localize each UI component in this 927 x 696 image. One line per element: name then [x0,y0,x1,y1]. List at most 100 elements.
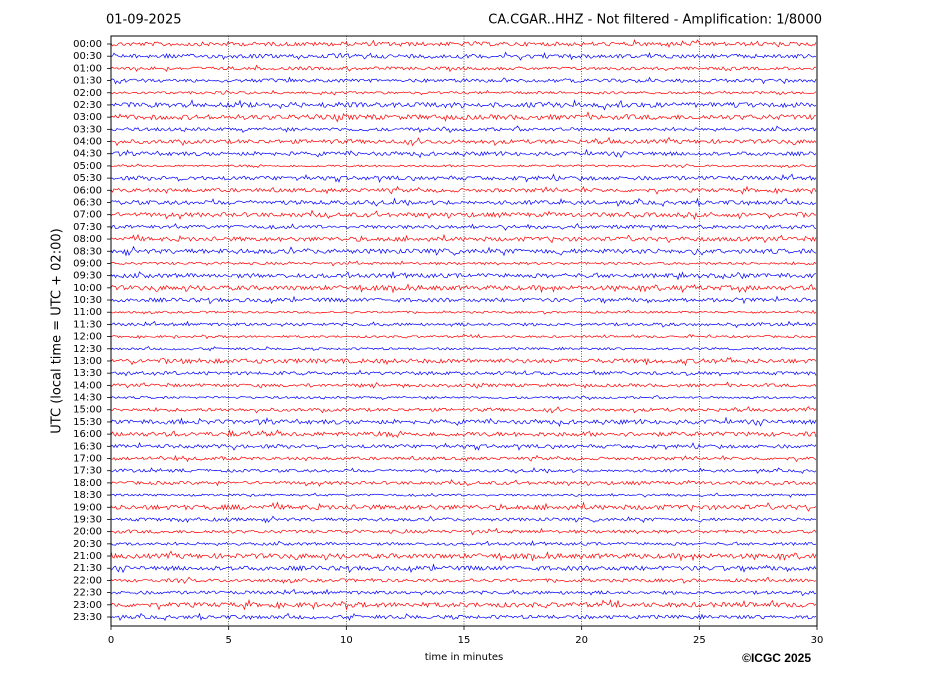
y-tick-label: 11:00 [73,307,102,318]
y-tick-label: 14:00 [73,380,102,391]
trace [110,320,817,329]
trace [110,479,817,487]
y-tick-label: 01:00 [73,63,102,74]
y-tick-label: 12:00 [73,332,102,343]
trace [110,163,817,169]
trace [110,345,817,352]
y-tick-label: 06:30 [73,197,102,208]
trace [110,309,817,315]
y-tick-label: 05:30 [73,173,102,184]
y-tick-label: 15:30 [73,417,102,428]
y-tick-label: 03:30 [73,124,102,135]
y-tick-label: 21:30 [73,563,102,574]
trace [110,197,817,207]
trace [110,39,817,48]
trace [110,64,817,73]
y-tick-label: 03:00 [73,112,102,123]
y-tick-label: 00:30 [73,51,102,62]
trace [110,333,817,340]
trace [110,89,817,96]
copyright: ©ICGC 2025 [742,651,811,665]
trace [110,357,817,367]
trace [110,416,817,427]
y-tick-label: 15:00 [73,405,102,416]
x-axis-label: time in minutes [425,652,504,663]
y-tick-label: 13:00 [73,356,102,367]
y-tick-label: 21:00 [73,551,102,562]
trace [110,260,817,267]
y-tick-label: 18:00 [73,478,102,489]
trace [110,185,817,195]
y-tick-label: 22:30 [73,588,102,599]
y-tick-label: 12:30 [73,344,102,355]
trace [110,442,817,451]
y-tick-label: 08:00 [73,234,102,245]
trace [110,99,817,111]
trace [110,381,817,389]
trace [111,173,817,184]
trace [110,283,817,294]
y-tick-label: 16:30 [73,441,102,452]
trace [110,527,817,536]
y-tick-label: 20:30 [73,539,102,550]
y-tick-label: 19:00 [73,502,102,513]
trace [110,51,817,61]
trace [110,515,817,524]
chart-title: CA.CGAR..HHZ - Not filtered - Amplificat… [488,13,822,28]
trace [110,271,817,281]
y-tick-label: 05:00 [73,161,102,172]
y-tick-label: 17:30 [73,466,102,477]
y-tick-label: 06:00 [73,185,102,196]
trace [110,233,817,244]
x-tick-label: 0 [108,635,114,646]
y-tick-label: 23:00 [73,600,102,611]
trace [110,209,816,221]
y-tick-label: 10:00 [73,283,102,294]
y-tick-label: 07:30 [73,222,102,233]
trace [110,295,817,305]
trace [111,369,817,377]
y-tick-label: 07:00 [73,210,102,221]
x-tick-label: 15 [458,635,471,646]
trace [110,111,817,123]
trace [110,394,817,401]
trace [110,612,817,622]
trace [110,588,817,597]
y-tick-label: 10:30 [73,295,102,306]
trace [110,563,817,574]
y-tick-label: 20:00 [73,527,102,538]
y-tick-label: 04:30 [73,149,102,160]
x-tick-label: 25 [693,635,706,646]
x-tick-label: 20 [575,635,588,646]
y-tick-label: 04:00 [73,137,102,148]
trace [110,550,817,562]
y-tick-label: 09:30 [73,271,102,282]
y-tick-label: 13:30 [73,368,102,379]
y-tick-label: 22:00 [73,575,102,586]
trace [110,223,817,232]
x-tick-label: 5 [225,635,231,646]
trace [110,467,817,474]
trace [110,125,817,134]
y-tick-label: 19:30 [73,514,102,525]
y-tick-label: 02:30 [73,100,102,111]
trace [110,76,817,85]
trace [110,454,817,463]
x-tick-label: 10 [340,635,353,646]
trace [110,148,817,159]
trace [110,136,817,147]
trace [110,501,817,512]
y-tick-label: 11:30 [73,319,102,330]
trace [110,540,817,546]
trace [110,576,817,584]
trace [110,429,817,439]
x-tick-label: 30 [811,635,824,646]
y-tick-label: 09:00 [73,258,102,269]
y-tick-label: 16:00 [73,429,102,440]
y-tick-label: 14:30 [73,393,102,404]
y-tick-label: 18:30 [73,490,102,501]
y-axis-label: UTC (local time = UTC + 02:00) [50,228,65,433]
y-tick-label: 08:30 [73,246,102,257]
